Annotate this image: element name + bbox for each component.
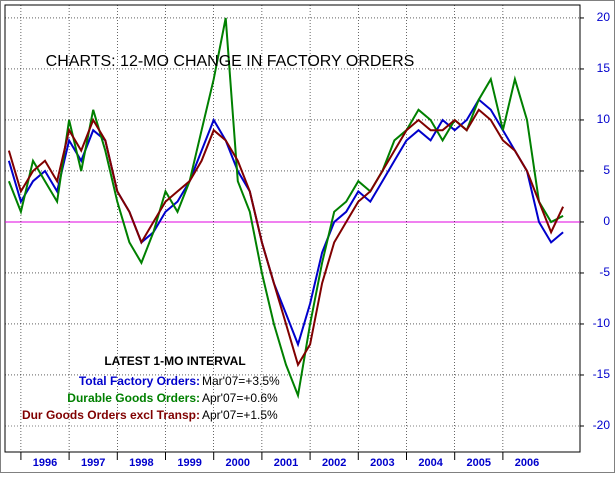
legend-value: Apr'07=+0.6% [202,391,278,405]
x-tick-label: 1997 [81,457,105,469]
chart-title: CHARTS: 12-MO CHANGE IN FACTORY ORDERS [46,53,415,70]
legend-value: Apr'07=+1.5% [202,408,278,422]
x-tick-label: 2002 [322,457,346,469]
legend-value: Mar'07=+3.5% [202,374,280,388]
legend-label: Durable Goods Orders: [67,391,200,405]
series-line [7,108,565,368]
x-tick-label: 1998 [129,457,153,469]
plot-frame [4,4,581,453]
x-tick-label: 1999 [177,457,201,469]
x-tick-label: 2001 [274,457,298,469]
series-line [7,17,564,400]
legend-label: Total Factory Orders: [79,374,200,388]
y-tick-label: 10 [597,112,611,126]
x-tick-label: 2005 [467,457,491,469]
y-tick-label: 0 [603,214,610,228]
x-tick-label: 2004 [418,457,443,469]
y-tick-label: 15 [597,61,611,75]
x-tick-label: 1996 [33,457,57,469]
y-tick-label: -5 [599,265,610,279]
legend-title: LATEST 1-MO INTERVAL [104,354,245,368]
x-tick-label: 2003 [370,457,394,469]
y-tick-label: 5 [603,163,610,177]
x-tick-label: 2006 [515,457,539,469]
x-tick-label: 2000 [226,457,250,469]
y-tick-label: -10 [593,316,611,330]
legend-label: Dur Goods Orders excl Transp: [22,408,200,422]
y-tick-label: 20 [597,10,611,24]
y-tick-label: -20 [593,418,611,432]
y-tick-label: -15 [593,367,611,381]
